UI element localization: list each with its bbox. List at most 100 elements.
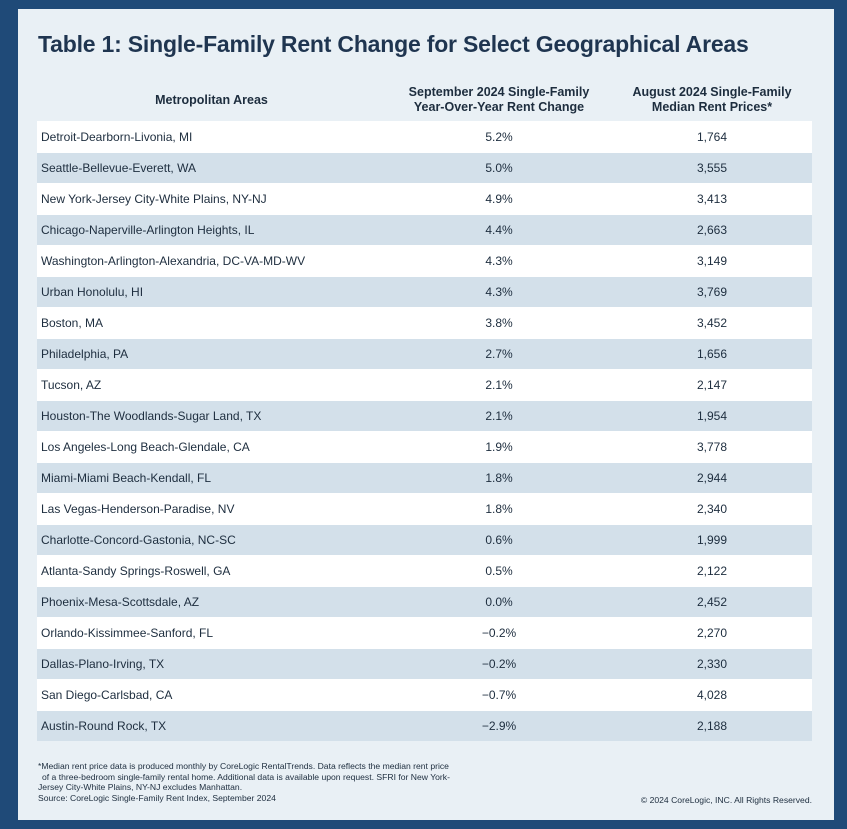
column-header-line: August 2024 Single-Family [632, 85, 792, 99]
table-row: Houston-The Woodlands-Sugar Land, TX 2.1%… [37, 400, 812, 432]
rent-change-cell: 4.3% [386, 276, 612, 308]
median-rent-cell: 3,555 [612, 152, 812, 184]
median-rent-cell: 1,999 [612, 524, 812, 556]
footnote-line: of a three-bedroom single-family rental … [42, 771, 450, 782]
column-header-line: Metropolitan Areas [155, 92, 268, 107]
table-row: Seattle-Bellevue-Everett, WA 5.0% 3,555 [37, 152, 812, 184]
table-row: Austin-Round Rock, TX −2.9% 2,188 [37, 710, 812, 741]
metro-cell: New York-Jersey City-White Plains, NY-NJ [37, 183, 386, 215]
table-title: Table 1: Single-Family Rent Change for S… [38, 31, 749, 57]
median-rent-cell: 3,452 [612, 307, 812, 339]
table-row: Detroit-Dearborn-Livonia, MI 5.2% 1,764 [37, 121, 812, 153]
median-rent-cell: 3,413 [612, 183, 812, 215]
table-row: San Diego-Carlsbad, CA −0.7% 4,028 [37, 679, 812, 711]
median-rent-cell: 1,656 [612, 338, 812, 370]
table-row: Orlando-Kissimmee-Sanford, FL −0.2% 2,270 [37, 617, 812, 649]
table-row: New York-Jersey City-White Plains, NY-NJ… [37, 183, 812, 215]
table-row: Los Angeles-Long Beach-Glendale, CA 1.9% 3… [37, 431, 812, 463]
rent-change-cell: 5.0% [386, 152, 612, 184]
column-header-line: Median Rent Prices* [651, 100, 773, 114]
table-row: Chicago-Naperville-Arlington Heights, IL… [37, 214, 812, 246]
median-rent-cell: 2,944 [612, 462, 812, 494]
table-row: Tucson, AZ 2.1% 2,147 [37, 369, 812, 401]
rent-change-cell: −2.9% [386, 710, 612, 741]
median-rent-cell: 2,340 [612, 493, 812, 525]
metro-cell: Atlanta-Sandy Springs-Roswell, GA [37, 555, 386, 587]
rent-change-cell: 0.0% [386, 586, 612, 618]
rent-table: Metropolitan Areas September 2024 Single-… [37, 79, 812, 741]
rent-change-cell: −0.2% [386, 648, 612, 680]
table-row: Phoenix-Mesa-Scottsdale, AZ 0.0% 2,452 [37, 586, 812, 618]
metro-cell: San Diego-Carlsbad, CA [37, 679, 386, 711]
rent-change-cell: 4.4% [386, 214, 612, 246]
metro-cell: Chicago-Naperville-Arlington Heights, IL [37, 214, 386, 246]
table-row: Miami-Miami Beach-Kendall, FL 1.8% 2,944 [37, 462, 812, 494]
column-header: August 2024 Single-Family Median Rent Pri… [612, 79, 812, 122]
rent-change-cell: 2.1% [386, 400, 612, 432]
median-rent-cell: 1,764 [612, 121, 812, 153]
median-rent-cell: 2,663 [612, 214, 812, 246]
table-row: Las Vegas-Henderson-Paradise, NV 1.8% 2,34… [37, 493, 812, 525]
column-header-line: Year-Over-Year Rent Change [413, 100, 585, 114]
header-row: Metropolitan Areas September 2024 Single-… [37, 79, 812, 122]
rent-change-cell: 0.6% [386, 524, 612, 556]
footnote-line: Jersey City-White Plains, NY-NJ excludes… [38, 782, 243, 792]
rent-change-cell: −0.7% [386, 679, 612, 711]
table-row: Boston, MA 3.8% 3,452 [37, 307, 812, 339]
metro-cell: Charlotte-Concord-Gastonia, NC-SC [37, 524, 386, 556]
median-rent-cell: 2,147 [612, 369, 812, 401]
rent-change-cell: 1.9% [386, 431, 612, 463]
metro-cell: Philadelphia, PA [37, 338, 386, 370]
table-row: Washington-Arlington-Alexandria, DC-VA-M… [37, 245, 812, 277]
table-row: Philadelphia, PA 2.7% 1,656 [37, 338, 812, 370]
source-note: Source: CoreLogic Single-Family Rent Ind… [38, 792, 276, 803]
rent-change-cell: 4.9% [386, 183, 612, 215]
metro-cell: Orlando-Kissimmee-Sanford, FL [37, 617, 386, 649]
median-rent-cell: 2,452 [612, 586, 812, 618]
metro-cell: Boston, MA [37, 307, 386, 339]
median-rent-cell: 2,330 [612, 648, 812, 680]
rent-change-cell: 5.2% [386, 121, 612, 153]
metro-cell: Washington-Arlington-Alexandria, DC-VA-M… [37, 245, 386, 277]
column-header: Metropolitan Areas [37, 79, 386, 122]
column-header: September 2024 Single-Family Year-Over-Ye… [386, 79, 612, 122]
copyright-notice: © 2024 CoreLogic, INC. All Rights Reserv… [640, 795, 812, 805]
rent-change-cell: 2.7% [386, 338, 612, 370]
rent-change-cell: 3.8% [386, 307, 612, 339]
metro-cell: Dallas-Plano-Irving, TX [37, 648, 386, 680]
metro-cell: Houston-The Woodlands-Sugar Land, TX [37, 400, 386, 432]
table-body: Detroit-Dearborn-Livonia, MI 5.2% 1,764 Sea… [37, 121, 812, 741]
median-rent-cell: 3,149 [612, 245, 812, 277]
rent-change-cell: 0.5% [386, 555, 612, 587]
median-rent-cell: 4,028 [612, 679, 812, 711]
median-rent-cell: 2,188 [612, 710, 812, 741]
metro-cell: Austin-Round Rock, TX [37, 710, 386, 741]
footnote-line: *Median rent price data is produced mont… [38, 761, 449, 771]
table-row: Urban Honolulu, HI 4.3% 3,769 [37, 276, 812, 308]
table-row: Atlanta-Sandy Springs-Roswell, GA 0.5% 2,1… [37, 555, 812, 587]
metro-cell: Detroit-Dearborn-Livonia, MI [37, 121, 386, 153]
metro-cell: Los Angeles-Long Beach-Glendale, CA [37, 431, 386, 463]
rent-change-cell: 1.8% [386, 493, 612, 525]
median-rent-cell: 3,778 [612, 431, 812, 463]
median-rent-cell: 2,122 [612, 555, 812, 587]
rent-change-cell: −0.2% [386, 617, 612, 649]
metro-cell: Las Vegas-Henderson-Paradise, NV [37, 493, 386, 525]
outer-frame: Table 1: Single-Family Rent Change for S… [6, 6, 841, 823]
metro-cell: Phoenix-Mesa-Scottsdale, AZ [37, 586, 386, 618]
rent-change-cell: 1.8% [386, 462, 612, 494]
median-rent-cell: 1,954 [612, 400, 812, 432]
median-rent-cell: 3,769 [612, 276, 812, 308]
column-header-line: September 2024 Single-Family [408, 85, 590, 99]
footnote: *Median rent price data is produced mont… [38, 761, 598, 803]
table-header: Metropolitan Areas September 2024 Single-… [37, 79, 812, 122]
table-row: Dallas-Plano-Irving, TX −0.2% 2,330 [37, 648, 812, 680]
rent-change-cell: 4.3% [386, 245, 612, 277]
rent-change-cell: 2.1% [386, 369, 612, 401]
metro-cell: Tucson, AZ [37, 369, 386, 401]
metro-cell: Urban Honolulu, HI [37, 276, 386, 308]
median-rent-cell: 2,270 [612, 617, 812, 649]
table-card: Table 1: Single-Family Rent Change for S… [18, 9, 834, 820]
metro-cell: Miami-Miami Beach-Kendall, FL [37, 462, 386, 494]
table-row: Charlotte-Concord-Gastonia, NC-SC 0.6% 1,9… [37, 524, 812, 556]
